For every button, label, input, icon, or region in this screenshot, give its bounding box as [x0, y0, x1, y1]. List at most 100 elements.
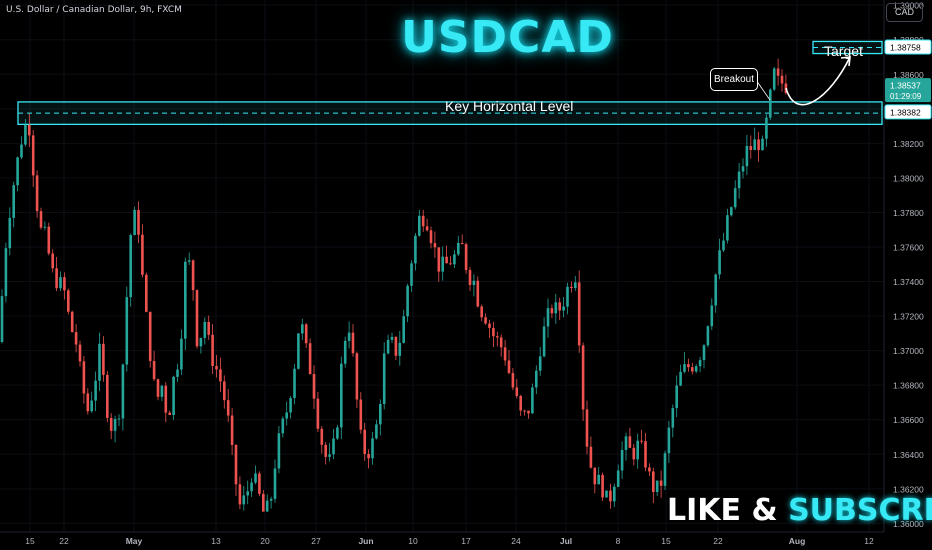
candle-body — [698, 360, 702, 367]
candle-body — [628, 436, 632, 448]
candle-body — [496, 336, 499, 338]
cta-like-text: LIKE & — [667, 493, 789, 528]
candle-body — [460, 243, 464, 245]
candle-body — [297, 333, 300, 369]
candle-body — [398, 342, 402, 356]
price-tick-label: 1.36400 — [893, 450, 924, 460]
time-tick-label: 10 — [408, 536, 418, 546]
candle-body — [289, 398, 292, 413]
projection-arrowhead — [840, 56, 851, 67]
time-tick-label: 27 — [311, 536, 321, 546]
candle-body — [655, 480, 659, 493]
candle-body — [47, 226, 51, 254]
candle-body — [772, 68, 776, 90]
candle-body — [78, 344, 82, 362]
currency-badge[interactable]: CAD — [886, 3, 923, 22]
price-tick-label: 1.37800 — [893, 208, 924, 218]
time-tick-label: 22 — [59, 536, 69, 546]
candle-body — [714, 274, 717, 306]
target-zone — [812, 40, 883, 55]
candle-body — [90, 400, 93, 412]
candle-body — [538, 356, 542, 371]
candle-body — [753, 139, 756, 150]
key-level-label: Key Horizontal Level — [445, 98, 574, 114]
candle-body — [8, 217, 12, 249]
candle-body — [421, 215, 425, 227]
target-price-label-bg — [884, 39, 932, 55]
candle-body — [16, 157, 19, 186]
candle-body — [269, 498, 273, 501]
candle-body — [125, 297, 129, 365]
candle-body — [285, 412, 288, 419]
candle-body — [328, 454, 331, 457]
candlestick-series — [0, 58, 788, 512]
time-axis[interactable]: 15 22 May 13 20 27 Jun 10 17 24 Jul 8 15 22 Aug 12 — [0, 531, 884, 546]
candle-body — [98, 343, 101, 381]
candle-body — [137, 209, 140, 235]
projection-curve — [785, 56, 851, 106]
candle-body — [585, 409, 589, 447]
candle-body — [371, 438, 374, 459]
candle-body — [480, 306, 483, 318]
candle-body — [433, 243, 437, 248]
projection-arrow — [785, 56, 851, 106]
candle-body — [519, 395, 522, 411]
time-tick-label: 20 — [260, 536, 270, 546]
candle-body — [86, 393, 90, 412]
breakout-callout: Breakout — [710, 68, 758, 91]
candle-body — [749, 146, 753, 150]
candle-body — [367, 453, 370, 459]
candle-body — [531, 387, 534, 414]
price-tick-label: 1.38600 — [893, 70, 924, 80]
candle-body — [12, 185, 15, 218]
candle-body — [581, 345, 585, 410]
price-tick-label: 1.37000 — [893, 346, 924, 356]
candle-body — [230, 415, 234, 445]
candle-body — [741, 166, 745, 172]
candle-body — [152, 361, 156, 380]
candle-body — [605, 490, 608, 498]
candle-body — [476, 280, 480, 307]
candle-body — [102, 343, 105, 375]
candle-body — [301, 324, 304, 334]
candle-body — [180, 338, 183, 370]
candle-body — [472, 280, 476, 285]
candle-body — [449, 263, 452, 265]
candle-body — [488, 323, 491, 328]
candle-body — [39, 211, 43, 228]
candle-body — [20, 144, 23, 158]
key-horizontal-level-zone — [17, 101, 883, 126]
candle-body — [523, 410, 526, 412]
candle-body — [262, 493, 265, 512]
candle-body — [203, 321, 207, 339]
candle-body — [133, 209, 136, 236]
candle-body — [379, 403, 382, 425]
candle-body — [671, 408, 675, 428]
candle-body — [659, 480, 663, 486]
candle-body — [550, 308, 554, 314]
candle-body — [234, 444, 238, 485]
candle-body — [702, 345, 706, 361]
candle-body — [347, 332, 351, 341]
candle-body — [343, 340, 347, 364]
symbol-label: U.S. Dollar / Canadian Dollar, 9h, FXCM — [6, 5, 182, 15]
candle-body — [250, 482, 253, 492]
price-axis[interactable]: 1.390001.388001.386001.384001.382001.380… — [883, 0, 932, 550]
candle-body — [215, 365, 218, 370]
candle-body — [706, 326, 710, 346]
candle-body — [515, 387, 519, 396]
target-label: Target — [824, 43, 863, 59]
price-tick-label: 1.38000 — [893, 173, 924, 183]
candle-body — [593, 467, 597, 485]
candle-body — [609, 490, 612, 502]
candle-body — [691, 367, 694, 372]
price-tick-label: 1.37200 — [893, 312, 924, 322]
key-level-price-label-bg — [884, 104, 932, 120]
candle-body — [24, 124, 27, 145]
candle-body — [168, 412, 171, 416]
candle-body — [687, 364, 690, 368]
time-tick-label: 15 — [25, 536, 35, 546]
time-tick-label: 12 — [864, 536, 874, 546]
chart-title: USDCAD — [401, 12, 614, 63]
